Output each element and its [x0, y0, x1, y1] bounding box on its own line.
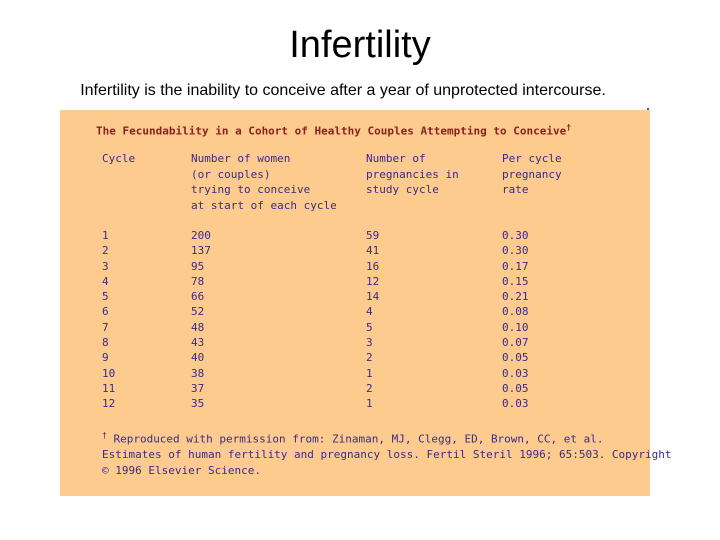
table-cell: 0.05: [502, 351, 529, 365]
table-cell: 2: [366, 351, 373, 365]
table-cell: 11: [102, 381, 116, 395]
footnote-line-3: © 1996 Elsevier Science.: [102, 463, 261, 477]
footnote-line-1: † Reproduced with permission from: Zinam…: [102, 428, 672, 447]
table-cell: 48: [191, 320, 205, 334]
footnote-line-2: Estimates of human fertility and pregnan…: [102, 448, 672, 462]
table-cell: 1: [366, 397, 373, 411]
table-cell: 2: [102, 244, 109, 258]
table-cell: 0.30: [502, 244, 529, 258]
table-cell: 35: [191, 397, 205, 411]
table-cell: 0.21: [502, 290, 529, 304]
table-cell: 0.05: [502, 381, 529, 395]
table-cell: 0.08: [502, 305, 529, 319]
table-cell: 200: [191, 229, 211, 242]
table-footnote: † Reproduced with permission from: Zinam…: [102, 428, 672, 478]
fecundability-table-image: The Fecundability in a Cohort of Healthy…: [60, 110, 672, 496]
table-cell: 3: [366, 336, 373, 350]
rate-column: 0.30 0.30 0.17 0.15 0.21 0.08 0.10 0.07 0.05 0.03…: [502, 228, 529, 412]
table-cell: 66: [191, 290, 205, 304]
table-cell: 37: [191, 381, 205, 395]
table-cell: 0.10: [502, 320, 529, 334]
table-cell: 95: [191, 259, 205, 273]
table-cell: 0.03: [502, 366, 529, 380]
column-header-rate: Per cycle pregnancy rate: [502, 152, 562, 196]
table-cell: 137: [191, 244, 211, 258]
slide-title: Infertility: [289, 24, 431, 66]
pregnancies-column: 59 41 16 12 14 4 5 3 2 1 2 1: [366, 228, 379, 412]
table-cell: 4: [366, 305, 373, 319]
table-cell: 40: [191, 351, 205, 365]
table-cell: 0.07: [502, 336, 529, 350]
table-heading-mark: †: [566, 123, 572, 132]
table-cell: 3: [102, 259, 109, 273]
table-cell: 4: [102, 274, 109, 288]
table-cell: 12: [366, 274, 380, 288]
table-cell: 6: [102, 305, 109, 319]
table-cell: 8: [102, 336, 109, 350]
cycle-column: 1 2 3 4 5 6 7 8 9 10 11 12: [102, 228, 115, 412]
slide-subtitle: Infertility is the inability to conceive…: [80, 82, 606, 99]
table-cell: 2: [366, 381, 373, 395]
table-heading: The Fecundability in a Cohort of Healthy…: [96, 123, 571, 138]
table-cell: 0.03: [502, 397, 529, 411]
table-cell: 1: [102, 229, 109, 242]
women-column: 200 137 95 78 66 52 48 43 40 38 37 35: [191, 228, 211, 412]
table-cell: 7: [102, 320, 109, 334]
table-cell: 52: [191, 305, 205, 319]
table-cell: 16: [366, 259, 380, 273]
table-cell: 10: [102, 366, 116, 380]
table-cell: 5: [366, 320, 373, 334]
table-cell: 41: [366, 244, 380, 258]
column-header-cycle: Cycle: [102, 152, 136, 165]
table-cell: 14: [366, 290, 380, 304]
column-header-women: Number of women (or couples) trying to c…: [191, 152, 337, 212]
table-cell: 43: [191, 336, 205, 350]
column-header-pregnancies: Number of pregnancies in study cycle: [366, 152, 459, 196]
table-cell: 1: [366, 366, 373, 380]
table-cell: 9: [102, 351, 109, 365]
table-cell: 0.17: [502, 259, 529, 273]
table-cell: 0.15: [502, 274, 529, 288]
table-cell: 0.30: [502, 229, 529, 242]
table-cell: 59: [366, 229, 380, 242]
table-cell: 78: [191, 274, 205, 288]
footnote-line-1-text: Reproduced with permission from: Zinaman…: [113, 432, 604, 446]
table-heading-text: The Fecundability in a Cohort of Healthy…: [96, 124, 567, 138]
table-cell: 12: [102, 397, 116, 411]
footnote-mark: †: [102, 431, 107, 440]
table-cell: 5: [102, 290, 109, 304]
table-cell: 38: [191, 366, 205, 380]
